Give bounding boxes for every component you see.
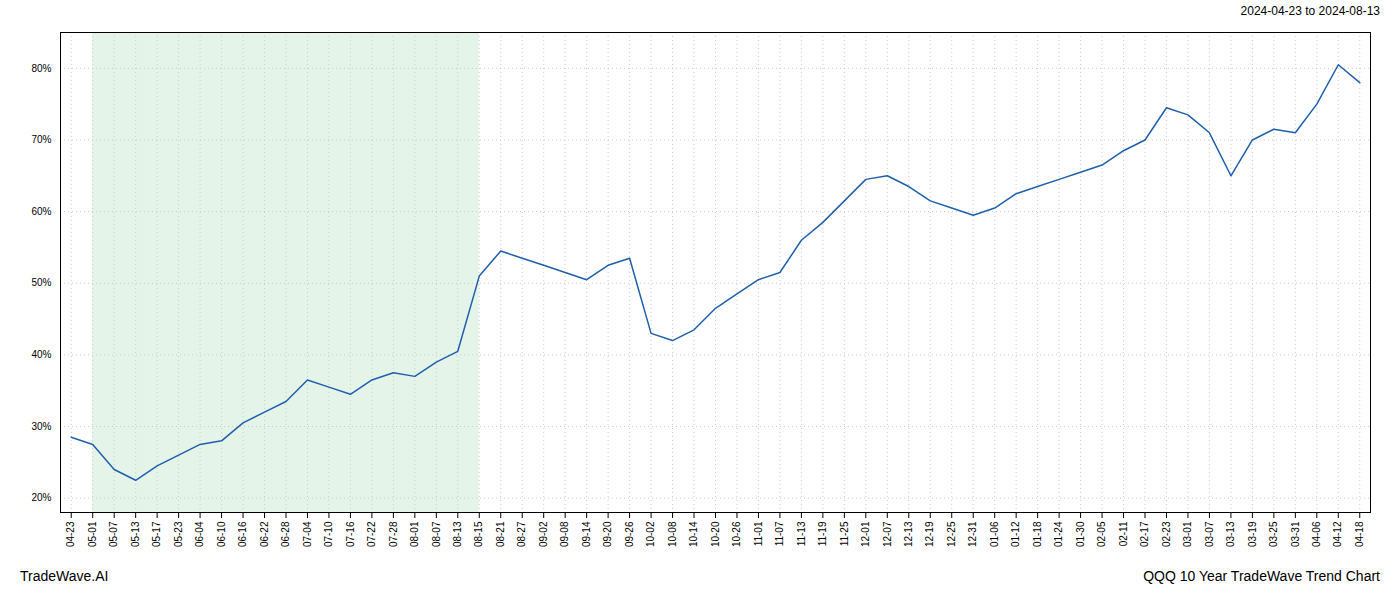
svg-text:07-28: 07-28 [388, 521, 399, 547]
svg-text:08-07: 08-07 [431, 521, 442, 547]
svg-text:02-05: 02-05 [1096, 521, 1107, 547]
svg-text:08-01: 08-01 [409, 521, 420, 547]
svg-text:01-30: 01-30 [1075, 521, 1086, 547]
html-text:QQQ 10 Year TradeWave Trend Ch: QQQ 10 Year TradeWave Trend Chart [1143, 568, 1380, 584]
svg-text:10-26: 10-26 [731, 521, 742, 547]
svg-text:10-14: 10-14 [688, 521, 699, 547]
svg-text:08-27: 08-27 [516, 521, 527, 547]
svg-text:01-12: 01-12 [1010, 521, 1021, 547]
svg-text:05-23: 05-23 [173, 521, 184, 547]
svg-text:04-06: 04-06 [1311, 521, 1322, 547]
svg-text:09-26: 09-26 [624, 521, 635, 547]
svg-text:09-02: 09-02 [538, 521, 549, 547]
svg-text:06-16: 06-16 [237, 521, 248, 547]
svg-text:03-31: 03-31 [1290, 521, 1301, 547]
svg-text:03-19: 03-19 [1247, 521, 1258, 547]
svg-text:02-23: 02-23 [1161, 521, 1172, 547]
svg-text:09-14: 09-14 [581, 521, 592, 547]
svg-text:01-18: 01-18 [1032, 521, 1043, 547]
html-text:TradeWave.AI: TradeWave.AI [20, 568, 109, 584]
svg-text:05-07: 05-07 [108, 521, 119, 547]
svg-text:60%: 60% [31, 206, 51, 217]
svg-text:05-13: 05-13 [130, 521, 141, 547]
svg-text:06-22: 06-22 [259, 521, 270, 547]
svg-text:50%: 50% [31, 277, 51, 288]
svg-text:12-13: 12-13 [903, 521, 914, 547]
svg-text:03-01: 03-01 [1182, 521, 1193, 547]
svg-text:03-13: 03-13 [1225, 521, 1236, 547]
svg-text:01-06: 01-06 [989, 521, 1000, 547]
svg-text:06-28: 06-28 [280, 521, 291, 547]
svg-text:12-07: 12-07 [882, 521, 893, 547]
svg-text:04-23: 04-23 [65, 521, 76, 547]
svg-text:02-17: 02-17 [1139, 521, 1150, 547]
svg-text:20%: 20% [31, 492, 51, 503]
svg-text:11-13: 11-13 [796, 521, 807, 546]
svg-text:07-16: 07-16 [345, 521, 356, 547]
svg-text:11-01: 11-01 [753, 521, 764, 546]
svg-text:70%: 70% [31, 134, 51, 145]
svg-text:05-17: 05-17 [151, 521, 162, 547]
svg-text:80%: 80% [31, 63, 51, 74]
svg-text:04-12: 04-12 [1332, 521, 1343, 547]
svg-text:04-18: 04-18 [1354, 521, 1365, 547]
svg-text:07-10: 07-10 [323, 521, 334, 547]
svg-text:05-01: 05-01 [87, 521, 98, 547]
svg-text:01-24: 01-24 [1053, 521, 1064, 547]
svg-text:30%: 30% [31, 421, 51, 432]
svg-text:07-22: 07-22 [366, 521, 377, 547]
svg-text:10-08: 10-08 [667, 521, 678, 547]
svg-text:08-21: 08-21 [495, 521, 506, 547]
svg-text:06-10: 06-10 [216, 521, 227, 547]
svg-text:07-04: 07-04 [302, 521, 313, 547]
svg-text:11-07: 11-07 [774, 521, 785, 546]
svg-text:09-08: 09-08 [559, 521, 570, 547]
svg-text:12-01: 12-01 [860, 521, 871, 547]
svg-text:40%: 40% [31, 349, 51, 360]
svg-text:03-07: 03-07 [1204, 521, 1215, 547]
svg-text:03-25: 03-25 [1268, 521, 1279, 547]
svg-text:02-11: 02-11 [1118, 521, 1129, 546]
svg-text:06-04: 06-04 [194, 521, 205, 547]
svg-text:11-25: 11-25 [839, 521, 850, 546]
svg-text:11-19: 11-19 [817, 521, 828, 546]
svg-text:12-31: 12-31 [967, 521, 978, 547]
svg-text:10-02: 10-02 [645, 521, 656, 547]
svg-text:09-20: 09-20 [602, 521, 613, 547]
svg-text:12-25: 12-25 [946, 521, 957, 547]
html-text:2024-04-23 to 2024-08-13: 2024-04-23 to 2024-08-13 [1240, 4, 1380, 18]
svg-text:12-19: 12-19 [924, 521, 935, 547]
svg-text:08-13: 08-13 [452, 521, 463, 547]
svg-text:08-15: 08-15 [473, 521, 484, 547]
svg-text:10-20: 10-20 [710, 521, 721, 547]
